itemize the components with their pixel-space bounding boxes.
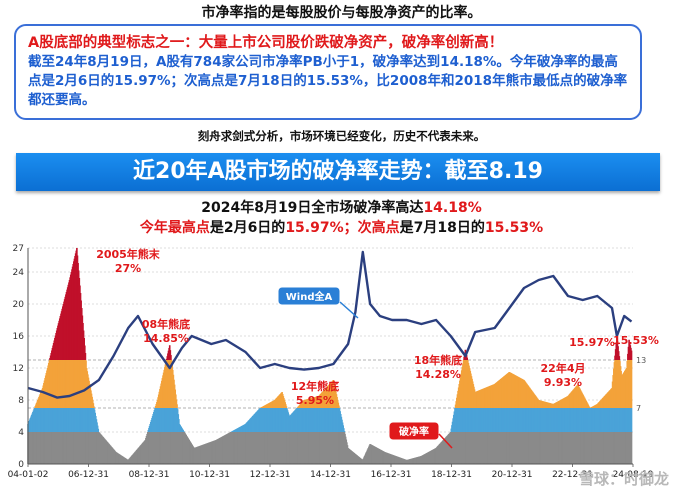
- right-axis-label: 13: [636, 356, 646, 365]
- wind-a-callout-box: [277, 286, 341, 306]
- subtitle-peak-a: 今年最高点: [139, 220, 210, 236]
- subtitle-peak-c: 15.97%；次高点: [285, 220, 400, 236]
- annotation-value: 14.28%: [415, 368, 461, 381]
- subtitle-peak-d: 是7月18日的: [399, 220, 485, 236]
- intro-line: 市净率指的是每股股价与每股净资产的比率。: [201, 5, 482, 21]
- x-tick-label: 12-12-31: [250, 470, 291, 480]
- chart-banner-title: 近20年A股市场的破净率走势：截至8.19: [16, 153, 660, 191]
- subtitle-peak-e: 15.53%: [484, 220, 544, 236]
- annotation-label: 2005年熊末: [96, 247, 161, 261]
- x-tick-label: 06-12-31: [68, 470, 109, 480]
- annotation-value: 15.97%: [569, 336, 615, 349]
- annotation-value: 15.53%: [613, 334, 659, 347]
- annotation-label: 08年熊底: [142, 317, 190, 331]
- chart-axes: 0 4 8 12 16 20 24 27 13 7 04-01-02 06-12-31 08-12-31…: [8, 244, 654, 480]
- x-tick-label: 24-08-19: [613, 470, 654, 480]
- subtitle-current-value: 14.18%: [423, 200, 482, 216]
- annotation-value: 14.85%: [143, 332, 189, 345]
- subtitle-peaks: 今年最高点是2月6日的15.97%；次高点是7月18日的15.53%: [0, 217, 683, 237]
- pb-break-chart: 0 4 8 12 16 20 24 27 13 7 04-01-02 06-12-31 08-12-31…: [8, 244, 659, 480]
- annotation-label: 18年熊底: [414, 353, 462, 367]
- subtitle-current: 2024年8月19日全市场破净率高达14.18%: [0, 197, 683, 217]
- x-tick-label: 16-12-31: [371, 470, 412, 480]
- x-tick-label: 08-12-31: [129, 470, 170, 480]
- wind-a-callout-label: Wind全A: [286, 290, 333, 303]
- annotation-value: 9.93%: [544, 376, 582, 389]
- x-tick-label: 14-12-31: [310, 470, 351, 480]
- annotation-value: 5.95%: [296, 394, 334, 407]
- x-tick-label: 04-01-02: [8, 470, 49, 480]
- x-tick-label: 22-12-31: [552, 470, 593, 480]
- x-tick-label: 10-12-31: [189, 470, 230, 480]
- info-box: A股底部的典型标志之一：大量上市公司股价跌破净资产，破净率创新高！ 截至24年8…: [14, 24, 642, 120]
- y-tick-label: 24: [13, 268, 25, 278]
- annotation-label: 12年熊底: [291, 379, 339, 393]
- y-tick-label: 27: [13, 244, 24, 254]
- x-tick-label: 18-12-31: [431, 470, 472, 480]
- right-axis-label: 7: [636, 404, 641, 413]
- y-tick-label: 8: [18, 396, 24, 406]
- y-tick-label: 12: [13, 364, 24, 374]
- y-tick-label: 0: [18, 460, 24, 470]
- y-tick-label: 4: [18, 428, 24, 438]
- wind-line-group: [27, 250, 633, 399]
- annotation-label: 22年4月: [541, 361, 586, 375]
- break-rate-pointer: [438, 433, 453, 449]
- y-tick-label: 16: [13, 332, 25, 342]
- x-tick-label: 20-12-31: [492, 470, 533, 480]
- info-box-body: 截至24年8月19日，A股有784家公司市净率PB小于1，破净率达到14.18%…: [28, 54, 628, 108]
- disclaimer: 刻舟求剑式分析，市场环境已经变化，历史不代表未来。: [197, 129, 486, 143]
- wind-a-line: [27, 250, 633, 399]
- break-rate-callout-box: [388, 421, 440, 441]
- subtitle-current-text: 2024年8月19日全市场破净率高达: [201, 200, 424, 216]
- watermark: 雪球：时御龙: [578, 470, 669, 488]
- break-rate-area: [27, 248, 633, 464]
- wind-a-pointer: [339, 301, 359, 319]
- info-box-title: A股底部的典型标志之一：大量上市公司股价跌破净资产，破净率创新高！: [28, 35, 504, 51]
- subtitle-peak-b: 是2月6日的: [209, 220, 286, 236]
- break-rate-callout-label: 破净率: [399, 425, 429, 438]
- annotation-value: 27%: [115, 262, 141, 275]
- y-tick-label: 20: [13, 300, 25, 310]
